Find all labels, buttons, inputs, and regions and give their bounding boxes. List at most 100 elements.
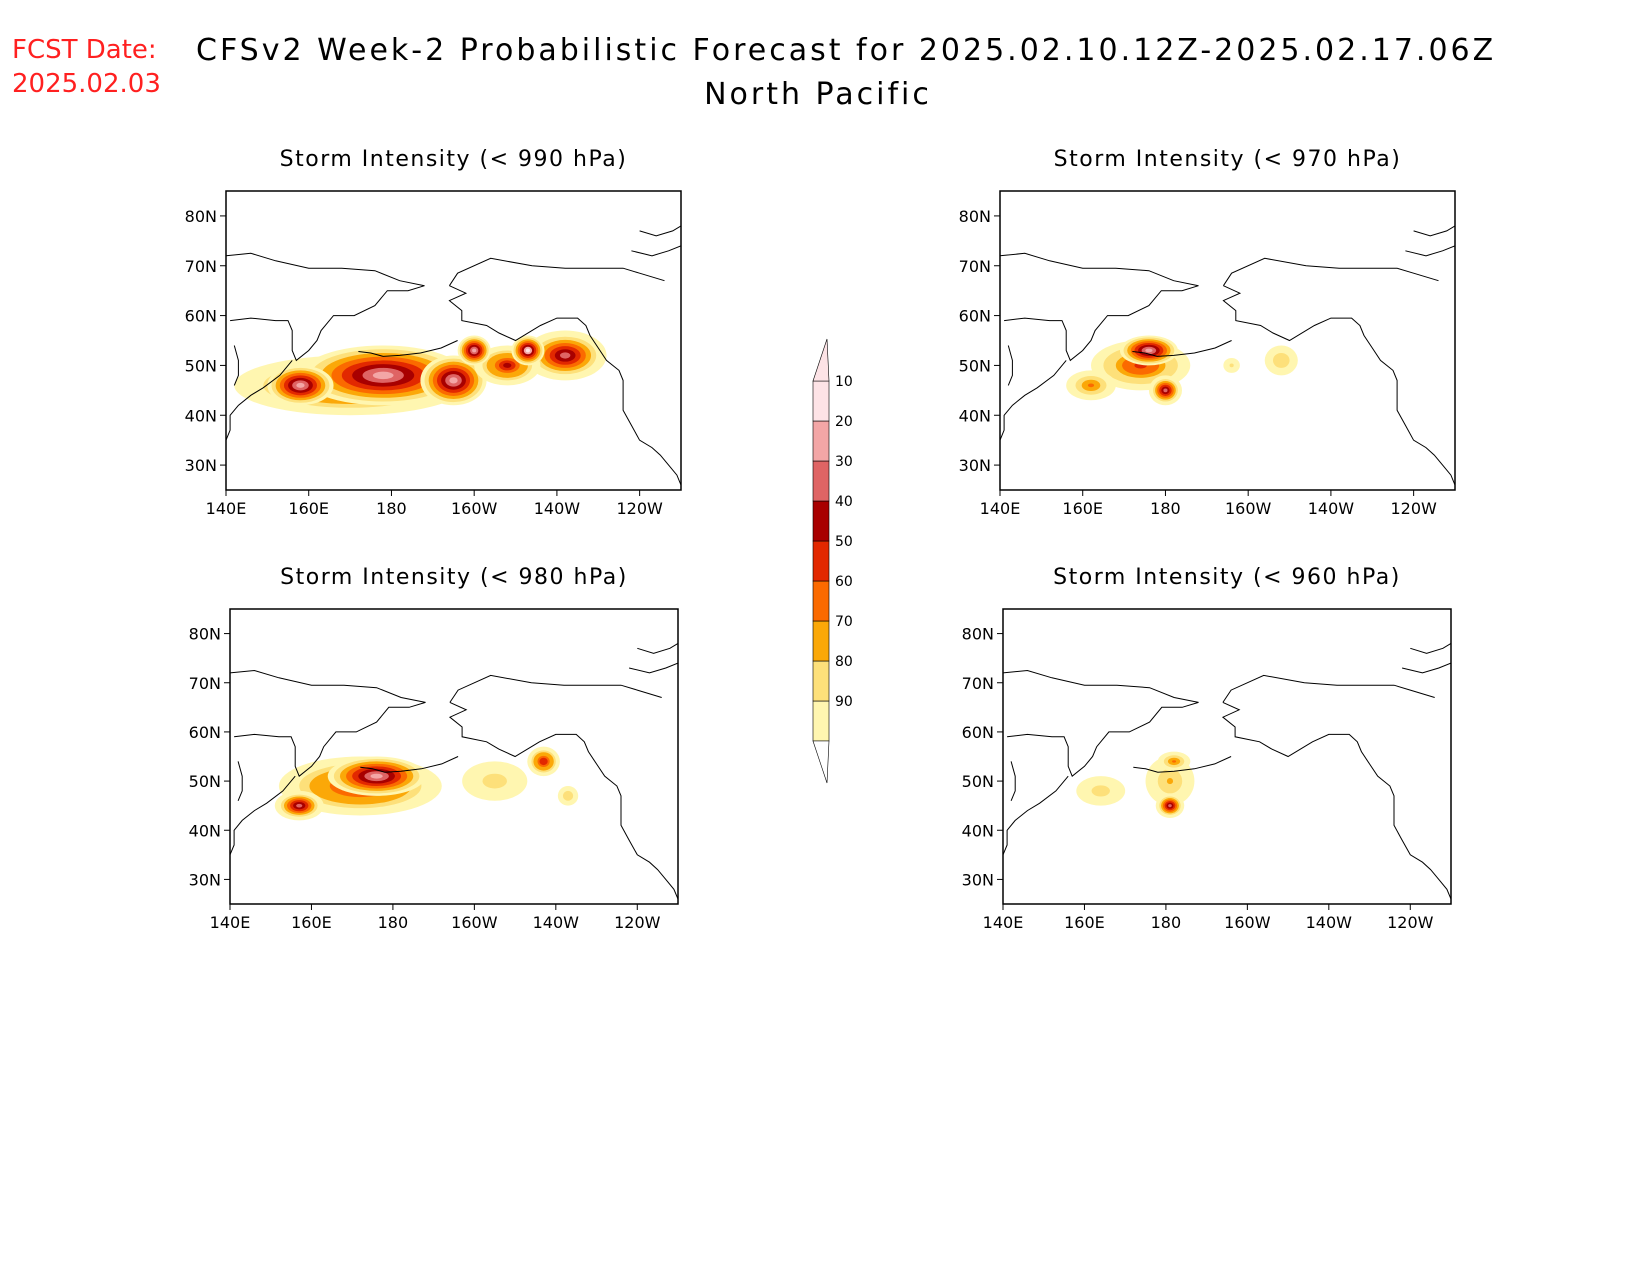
coastline bbox=[230, 775, 296, 855]
probability-contour bbox=[490, 778, 499, 784]
coastline bbox=[628, 662, 678, 674]
y-tick-label: 50N bbox=[189, 772, 221, 791]
coastline bbox=[1222, 285, 1455, 486]
map-frame bbox=[999, 190, 1456, 491]
coastline bbox=[237, 761, 243, 801]
y-tick-label: 60N bbox=[189, 723, 221, 742]
y-tick-label: 30N bbox=[959, 456, 991, 475]
probability-contour bbox=[1168, 804, 1172, 808]
probability-contour bbox=[472, 348, 477, 353]
probability-contour bbox=[1166, 778, 1174, 785]
probability-contour bbox=[372, 371, 394, 380]
colorbar-label: 40 bbox=[835, 494, 853, 510]
y-tick-label: 50N bbox=[185, 356, 217, 375]
probability-contour bbox=[1279, 358, 1284, 363]
coastline bbox=[448, 701, 678, 900]
x-tick-label: 160E bbox=[1062, 499, 1103, 518]
y-tick-label: 70N bbox=[185, 257, 217, 276]
coastline bbox=[1003, 669, 1199, 778]
x-tick-label: 120W bbox=[1387, 913, 1434, 932]
x-tick-label: 140E bbox=[206, 499, 247, 518]
coastline bbox=[1000, 360, 1067, 441]
x-tick-label: 120W bbox=[614, 913, 661, 932]
colorbar-swatch bbox=[812, 460, 830, 502]
probability-contour bbox=[566, 794, 570, 798]
probability-field bbox=[274, 746, 579, 821]
x-tick-label: 160E bbox=[1064, 913, 1105, 932]
coastline bbox=[637, 642, 678, 654]
colorbar: 90 80 70 60 50 40 30 20 10 bbox=[812, 338, 853, 784]
map-frame bbox=[1002, 608, 1452, 905]
x-tick-label: 140W bbox=[533, 913, 580, 932]
map-frame bbox=[229, 608, 679, 905]
y-tick-label: 30N bbox=[189, 870, 221, 889]
x-tick-label: 180 bbox=[1151, 913, 1182, 932]
y-tick-label: 50N bbox=[962, 772, 994, 791]
probability-contour bbox=[1172, 760, 1177, 763]
coastline bbox=[1221, 701, 1451, 900]
x-tick-label: 140E bbox=[210, 913, 251, 932]
coastline bbox=[360, 756, 459, 773]
coastline bbox=[226, 252, 425, 362]
coastlines bbox=[1003, 642, 1451, 900]
coastline bbox=[448, 285, 681, 486]
y-tick-label: 50N bbox=[959, 356, 991, 375]
colorbar-label: 20 bbox=[835, 414, 853, 430]
coastline bbox=[1010, 761, 1016, 801]
x-tick-label: 120W bbox=[1390, 499, 1437, 518]
x-tick-label: 160W bbox=[1224, 913, 1271, 932]
coastline bbox=[1413, 225, 1455, 237]
map-frame bbox=[225, 190, 682, 491]
coastline bbox=[1133, 756, 1232, 773]
y-tick-label: 60N bbox=[959, 307, 991, 326]
probability-contour bbox=[296, 382, 305, 388]
colorbar-label: 60 bbox=[835, 574, 853, 590]
colorbar-label: 10 bbox=[835, 374, 853, 390]
x-tick-label: 180 bbox=[376, 499, 407, 518]
probability-contour bbox=[1163, 388, 1168, 393]
colorbar-swatch bbox=[812, 420, 830, 462]
coastline bbox=[1222, 257, 1439, 286]
panels: Storm Intensity (< 990 hPa) 140E 160E 180 16… bbox=[185, 147, 1456, 932]
colorbar-swatch bbox=[812, 380, 830, 422]
x-tick-label: 160W bbox=[451, 499, 498, 518]
probability-contour bbox=[525, 348, 531, 353]
coastlines bbox=[226, 225, 681, 486]
coastlines bbox=[230, 642, 678, 900]
probability-contour bbox=[1097, 789, 1104, 793]
y-tick-label: 40N bbox=[189, 821, 221, 840]
coastline bbox=[1000, 252, 1199, 362]
probability-contour bbox=[1087, 383, 1095, 388]
y-tick-label: 40N bbox=[962, 821, 994, 840]
colorbar-label: 70 bbox=[835, 614, 853, 630]
y-tick-label: 30N bbox=[185, 456, 217, 475]
y-tick-label: 80N bbox=[185, 207, 217, 226]
probability-field bbox=[1066, 335, 1298, 406]
panel-p980: Storm Intensity (< 980 hPa) 140E 160E 180 16… bbox=[189, 565, 679, 932]
x-tick-label: 180 bbox=[378, 913, 409, 932]
coastline bbox=[1401, 662, 1451, 674]
coastline bbox=[358, 340, 458, 357]
panel-title: Storm Intensity (< 960 hPa) bbox=[1053, 565, 1401, 590]
colorbar-label: 90 bbox=[835, 694, 853, 710]
fcst-date-label: FCST Date: bbox=[12, 35, 157, 65]
coastline bbox=[230, 669, 426, 778]
y-tick-label: 40N bbox=[959, 406, 991, 425]
panel-title: Storm Intensity (< 980 hPa) bbox=[280, 565, 628, 590]
x-tick-label: 160E bbox=[288, 499, 329, 518]
probability-contour bbox=[296, 803, 303, 808]
coastline bbox=[1222, 674, 1435, 703]
colorbar-label: 30 bbox=[835, 454, 853, 470]
coastline bbox=[1003, 775, 1069, 855]
colorbar-swatch bbox=[812, 540, 830, 582]
coastline bbox=[226, 360, 293, 441]
x-tick-label: 160W bbox=[1225, 499, 1272, 518]
y-tick-label: 30N bbox=[962, 870, 994, 889]
coastline bbox=[1405, 245, 1455, 257]
coastline bbox=[449, 674, 662, 703]
y-tick-label: 80N bbox=[962, 625, 994, 644]
colorbar-bottom-cap bbox=[812, 740, 830, 784]
coastlines bbox=[1000, 225, 1455, 486]
panel-p960: Storm Intensity (< 960 hPa) 140E 160E 180 16… bbox=[962, 565, 1452, 932]
probability-field bbox=[1076, 751, 1195, 818]
